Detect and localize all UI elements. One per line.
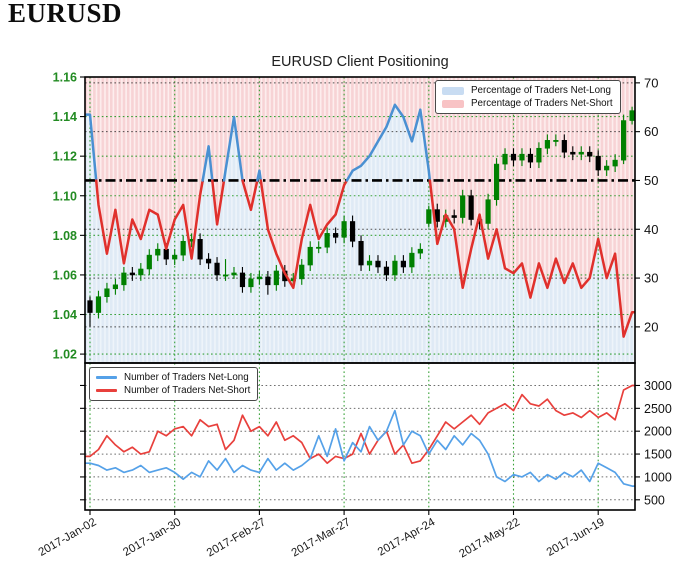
price-tick-label: 1.04 [53,308,77,322]
num-net-long-line [85,409,635,487]
count-tick-label: 3000 [644,379,672,393]
pct-tick-label: 30 [644,271,658,286]
legend-percentage: Percentage of Traders Net-Long Percentag… [435,80,621,114]
legend-item-num-net-long: Number of Traders Net-Long [96,371,250,384]
count-tick-label: 1500 [644,448,672,462]
price-tick-label: 1.14 [53,110,77,124]
legend-item-num-net-short: Number of Traders Net-Short [96,384,250,397]
sentiment-fills [85,77,635,363]
x-tick-label: 2017-Mar-27 [290,516,353,559]
price-tick-label: 1.12 [53,150,77,164]
x-tick-label: 2017-Jan-30 [121,516,183,559]
num-net-short-line-icon [96,389,117,392]
net-short-fill [85,77,635,337]
num-net-short-label: Number of Traders Net-Short [124,385,251,396]
pct-net-long-label: Percentage of Traders Net-Long [471,85,611,96]
legend-item-pct-net-short: Percentage of Traders Net-Short [442,97,613,110]
price-tick-label: 1.08 [53,229,77,243]
x-tick-label: 2017-Jan-02 [37,516,99,559]
legend-number: Number of Traders Net-Long Number of Tra… [89,367,259,401]
x-tick-label: 2017-Feb-27 [205,516,268,559]
chart-title: EURUSD Client Positioning [271,54,449,70]
x-tick-label: 2017-Apr-24 [376,516,438,559]
count-tick-label: 500 [644,493,665,507]
count-tick-label: 2500 [644,402,672,416]
pct-net-long-line [85,103,635,338]
num-net-short-line [85,384,635,465]
price-tick-label: 1.02 [53,348,77,362]
x-tick-label: 2017-May-22 [457,516,522,560]
x-tick-label: 2017-Jun-19 [545,516,607,559]
legend-item-pct-net-long: Percentage of Traders Net-Long [442,84,613,97]
pct-tick-label: 20 [644,319,658,334]
count-tick-label: 1000 [644,470,672,484]
price-tick-label: 1.10 [53,189,77,203]
pct-net-short-label: Percentage of Traders Net-Short [471,98,613,109]
pct-tick-label: 60 [644,124,658,139]
pct-net-long-swatch-icon [442,86,464,95]
instrument-title: EURUSD [8,0,123,28]
price-candles [87,106,635,327]
pct-tick-label: 70 [644,75,658,90]
price-tick-label: 1.06 [53,268,77,282]
num-net-long-line-icon [96,376,117,379]
price-tick-label: 1.16 [53,71,77,85]
net-long-fill [85,104,635,363]
count-tick-label: 2000 [644,425,672,439]
pct-net-short-swatch-icon [442,99,464,108]
num-net-long-label: Number of Traders Net-Long [124,372,249,383]
pct-tick-label: 40 [644,222,658,237]
count-panel-border [84,362,636,511]
pct-tick-label: 50 [644,173,658,188]
